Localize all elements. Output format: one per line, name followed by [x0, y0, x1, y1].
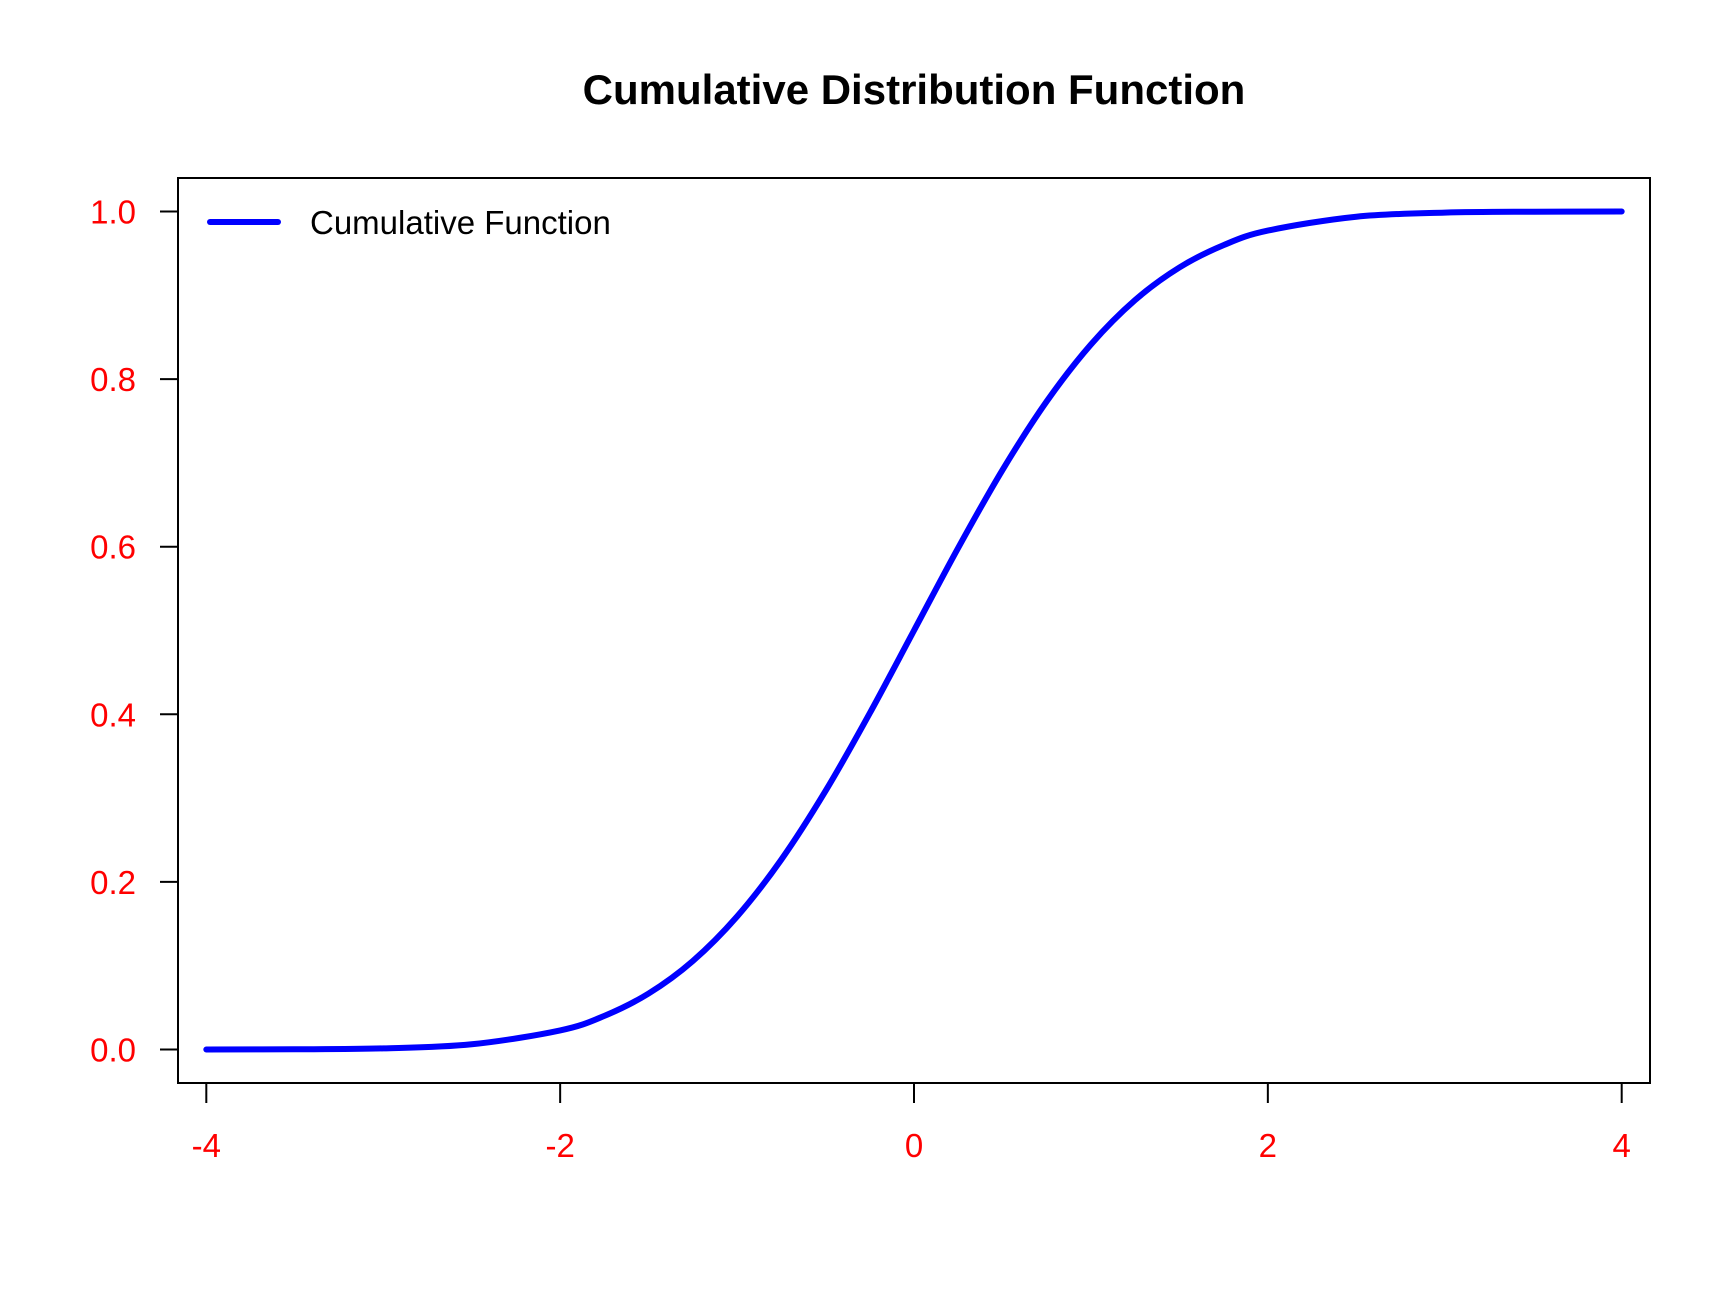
y-tick-label: 0.4 — [90, 696, 136, 733]
y-axis: 0.0 0.2 0.4 0.6 0.8 1.0 — [90, 194, 178, 1068]
cumulative-function-line — [203, 208, 1625, 1053]
y-tick-label: 0.6 — [90, 529, 136, 566]
legend-label: Cumulative Function — [310, 204, 611, 241]
y-tick-label: 1.0 — [90, 194, 136, 231]
x-tick-label: 2 — [1259, 1127, 1277, 1164]
y-tick-label: 0.2 — [90, 864, 136, 901]
y-tick-label: 0.8 — [90, 361, 136, 398]
legend: Cumulative Function — [207, 204, 611, 241]
x-tick-label: -4 — [192, 1127, 221, 1164]
x-tick-label: -2 — [545, 1127, 574, 1164]
x-tick-label: 4 — [1613, 1127, 1631, 1164]
chart-title: Cumulative Distribution Function — [583, 66, 1246, 113]
x-tick-label: 0 — [905, 1127, 923, 1164]
x-axis: -4 -2 0 2 4 — [192, 1083, 1631, 1164]
y-tick-label: 0.0 — [90, 1031, 136, 1068]
